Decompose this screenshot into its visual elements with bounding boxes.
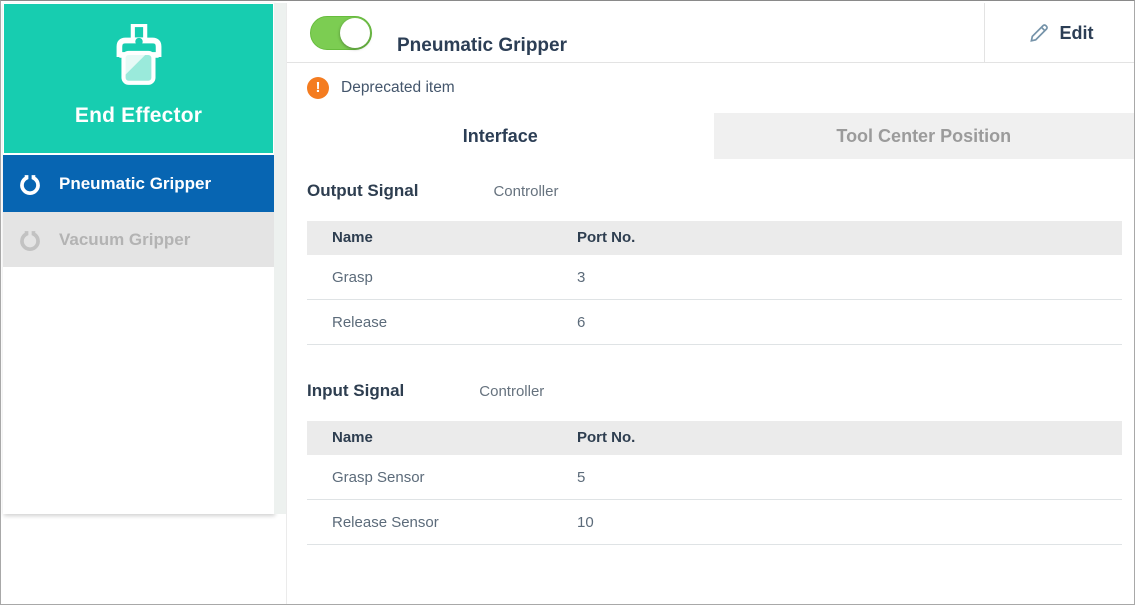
cell-name: Grasp [332,269,373,286]
cell-port: 5 [577,469,586,486]
sidebar-item-vacuum-gripper[interactable]: Vacuum Gripper [3,212,274,267]
deprecated-notice-text: Deprecated item [341,79,455,96]
section-subtitle: Controller [479,382,545,400]
section-subtitle: Controller [493,182,559,200]
cell-port: 3 [577,269,586,286]
sidebar-header: End Effector [4,4,273,153]
edit-button-label: Edit [1059,22,1094,43]
claw-icon [20,174,40,195]
table-row: Release 6 [307,300,1122,345]
cell-name: Release [332,314,388,331]
section-title: Input Signal [307,381,405,400]
column-header: Name [332,429,373,446]
output-signal-table: Name Port No. Grasp 3 Release 6 [307,221,1122,345]
cell-name: Release Sensor [332,514,439,531]
sidebar-title: End Effector [74,104,203,127]
sidebar-item-label: Pneumatic Gripper [59,173,212,193]
output-signal-header: Output Signal Controller [307,169,558,213]
enable-toggle[interactable] [310,16,372,50]
column-header: Port No. [577,429,636,446]
tab-bar: Interface Tool Center Position [287,113,1134,159]
edit-button[interactable]: Edit [984,3,1134,63]
exclamation-circle-icon: ! [307,77,329,99]
table-header-row: Name Port No. [307,221,1122,255]
column-header: Name [332,229,373,246]
cell-name: Grasp Sensor [332,469,425,486]
table-row: Grasp Sensor 5 [307,455,1122,500]
content-panel: Pneumatic Gripper Edit ! Deprecated item… [286,3,1134,604]
tab-tool-center-position[interactable]: Tool Center Position [713,113,1134,159]
table-header-row: Name Port No. [307,421,1122,455]
sidebar-item-label: Vacuum Gripper [59,229,191,249]
title-row: Pneumatic Gripper Edit [287,3,1134,63]
sidebar: End Effector Pneumatic Gripper Vacuum Gr… [3,3,274,514]
cell-port: 10 [577,514,594,531]
table-row: Release Sensor 10 [307,500,1122,545]
column-header: Port No. [577,229,636,246]
tab-interface[interactable]: Interface [287,113,714,159]
input-signal-header: Input Signal Controller [307,369,544,413]
section-title: Output Signal [307,181,419,200]
cell-port: 6 [577,314,586,331]
toggle-knob [340,18,370,48]
page-title: Pneumatic Gripper [397,34,567,56]
pencil-icon [1029,24,1048,42]
table-row: Grasp 3 [307,255,1122,300]
deprecated-notice: ! Deprecated item [287,63,1134,113]
input-signal-table: Name Port No. Grasp Sensor 5 Release Sen… [307,421,1122,545]
sidebar-item-pneumatic-gripper[interactable]: Pneumatic Gripper [3,155,274,212]
gripper-icon [116,24,161,85]
claw-icon [20,230,40,251]
panel-gap [274,3,286,514]
